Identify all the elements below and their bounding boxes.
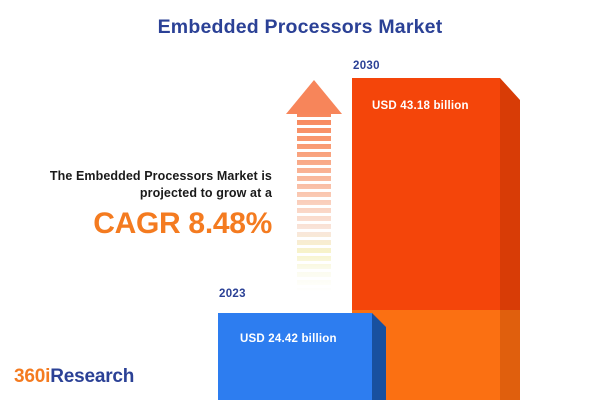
cagr-lead-line2: projected to grow at a — [139, 186, 272, 200]
brand-logo: 360iResearch — [14, 366, 134, 388]
bar-2023-face — [218, 313, 372, 400]
arrow-shaft-icon — [297, 112, 331, 292]
arrow-head-icon — [286, 80, 342, 114]
bar-2023-side — [372, 313, 386, 400]
bar-2030-value-label: USD 43.18 billion — [372, 100, 469, 112]
bar-label-2023: 2023 — [219, 288, 246, 300]
logo-text-research: Research — [50, 366, 135, 387]
cagr-annotation: The Embedded Processors Market is projec… — [10, 168, 272, 241]
logo-text-360: 360 — [14, 366, 46, 387]
bar-2030-side-bottom — [500, 310, 520, 400]
bar-2030-side-top — [500, 78, 520, 310]
bar-label-2030: 2030 — [353, 60, 380, 72]
cagr-lead-line1: The Embedded Processors Market is — [49, 169, 272, 183]
bar-2023-value-label: USD 24.42 billion — [240, 333, 337, 345]
cagr-value: CAGR 8.48% — [93, 207, 272, 240]
bar-2030: USD 43.18 billion — [352, 78, 520, 400]
logo-text-i: i — [45, 366, 51, 387]
bar-2030-face-top — [352, 78, 500, 310]
page-title: Embedded Processors Market — [157, 16, 443, 38]
growth-arrow-icon — [286, 80, 342, 292]
bar-2023: USD 24.42 billion — [218, 313, 386, 400]
